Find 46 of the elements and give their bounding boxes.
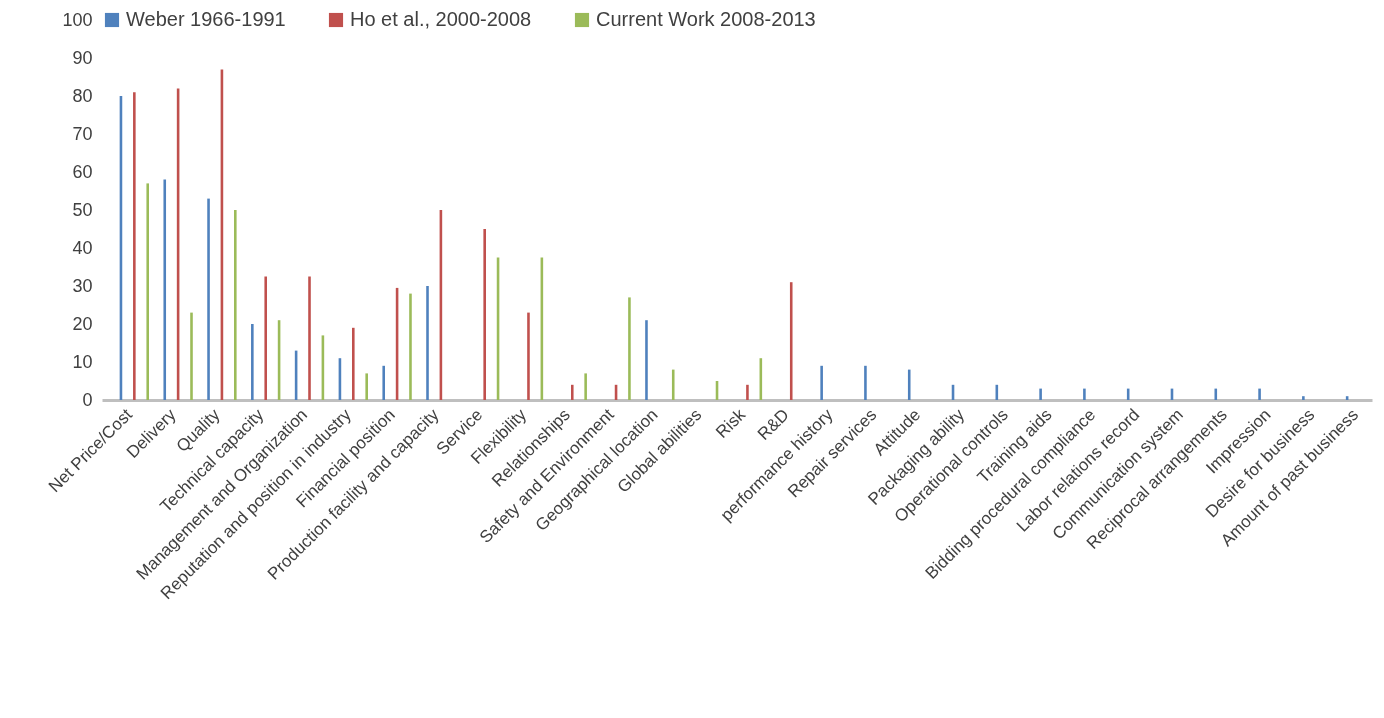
bar xyxy=(907,369,911,400)
bar xyxy=(190,312,193,400)
y-tick-label: 50 xyxy=(72,199,93,220)
bar xyxy=(264,276,268,400)
x-tick-label: Risk xyxy=(712,404,750,442)
bar xyxy=(163,179,167,400)
bar xyxy=(365,373,368,400)
bar xyxy=(864,365,867,400)
bar xyxy=(1083,388,1086,400)
bar xyxy=(352,327,355,400)
bar xyxy=(251,324,254,400)
y-tick-label: 60 xyxy=(72,161,93,182)
bar xyxy=(1214,388,1218,400)
bar xyxy=(645,320,648,400)
y-tick-label: 100 xyxy=(62,9,93,30)
bar xyxy=(584,373,587,400)
y-tick-label: 90 xyxy=(72,47,93,68)
y-tick-label: 40 xyxy=(72,237,93,258)
bar xyxy=(409,293,412,400)
bar xyxy=(789,282,793,400)
bar xyxy=(133,92,136,400)
bar xyxy=(146,183,150,400)
bar xyxy=(671,369,675,400)
legend-label: Weber 1966-1991 xyxy=(126,8,286,30)
bar xyxy=(570,384,574,400)
bar xyxy=(483,229,486,400)
y-tick-label: 70 xyxy=(72,123,93,144)
bar xyxy=(308,276,311,400)
bar xyxy=(527,312,530,400)
y-tick-label: 30 xyxy=(72,275,93,296)
bar xyxy=(628,297,631,400)
bar xyxy=(1258,388,1261,400)
bar xyxy=(820,365,823,400)
bar xyxy=(234,210,237,400)
bar xyxy=(382,365,386,400)
y-tick-label: 0 xyxy=(82,389,93,410)
y-tick-label: 20 xyxy=(72,313,93,334)
bar xyxy=(1039,388,1042,400)
legend-label: Current Work 2008-2013 xyxy=(596,8,816,30)
bar xyxy=(426,286,429,400)
bar xyxy=(746,384,749,400)
bar xyxy=(207,198,210,400)
y-tick-label: 10 xyxy=(72,351,93,372)
legend-label: Ho et al., 2000-2008 xyxy=(350,8,532,30)
bar xyxy=(1302,396,1305,400)
y-tick-label: 80 xyxy=(72,85,93,106)
